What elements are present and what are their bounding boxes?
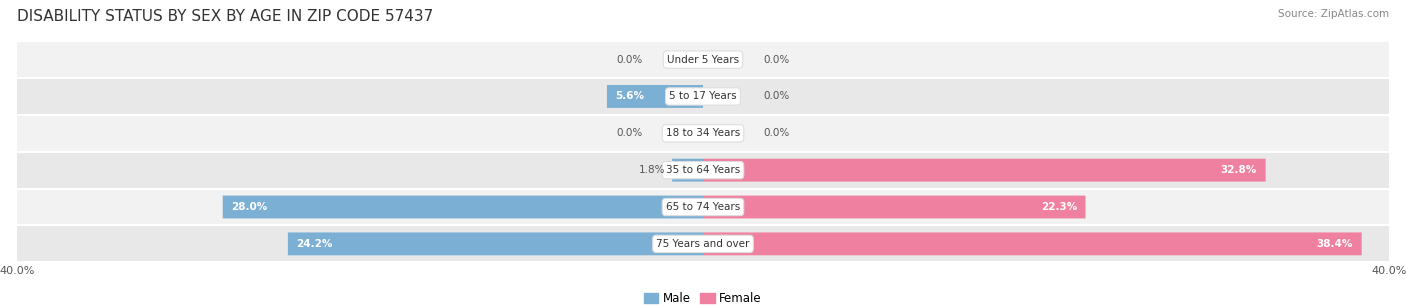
Text: 35 to 64 Years: 35 to 64 Years [666,165,740,175]
Text: 1.8%: 1.8% [638,165,665,175]
Bar [17,115,1389,152]
Text: 28.0%: 28.0% [231,202,267,212]
Text: Source: ZipAtlas.com: Source: ZipAtlas.com [1278,9,1389,19]
Bar [288,232,703,255]
Text: 0.0%: 0.0% [617,128,643,138]
Text: DISABILITY STATUS BY SEX BY AGE IN ZIP CODE 57437: DISABILITY STATUS BY SEX BY AGE IN ZIP C… [17,9,433,24]
Text: 65 to 74 Years: 65 to 74 Years [666,202,740,212]
Bar [672,159,703,181]
Text: 22.3%: 22.3% [1040,202,1077,212]
Text: 75 Years and over: 75 Years and over [657,239,749,249]
Bar [17,152,1389,188]
Text: 18 to 34 Years: 18 to 34 Years [666,128,740,138]
Bar [17,225,1389,262]
Text: 32.8%: 32.8% [1220,165,1257,175]
Text: Under 5 Years: Under 5 Years [666,55,740,65]
Text: 0.0%: 0.0% [763,128,789,138]
Legend: Male, Female: Male, Female [644,292,762,305]
Bar [703,159,1265,181]
Text: 0.0%: 0.0% [763,55,789,65]
Text: 5 to 17 Years: 5 to 17 Years [669,92,737,102]
Bar [17,78,1389,115]
Bar [17,188,1389,225]
Bar [17,41,1389,78]
Text: 0.0%: 0.0% [617,55,643,65]
Text: 38.4%: 38.4% [1317,239,1353,249]
Text: 5.6%: 5.6% [616,92,644,102]
Bar [703,196,1085,218]
Bar [703,232,1361,255]
Bar [222,196,703,218]
Bar [607,85,703,108]
Text: 24.2%: 24.2% [297,239,333,249]
Text: 0.0%: 0.0% [763,92,789,102]
